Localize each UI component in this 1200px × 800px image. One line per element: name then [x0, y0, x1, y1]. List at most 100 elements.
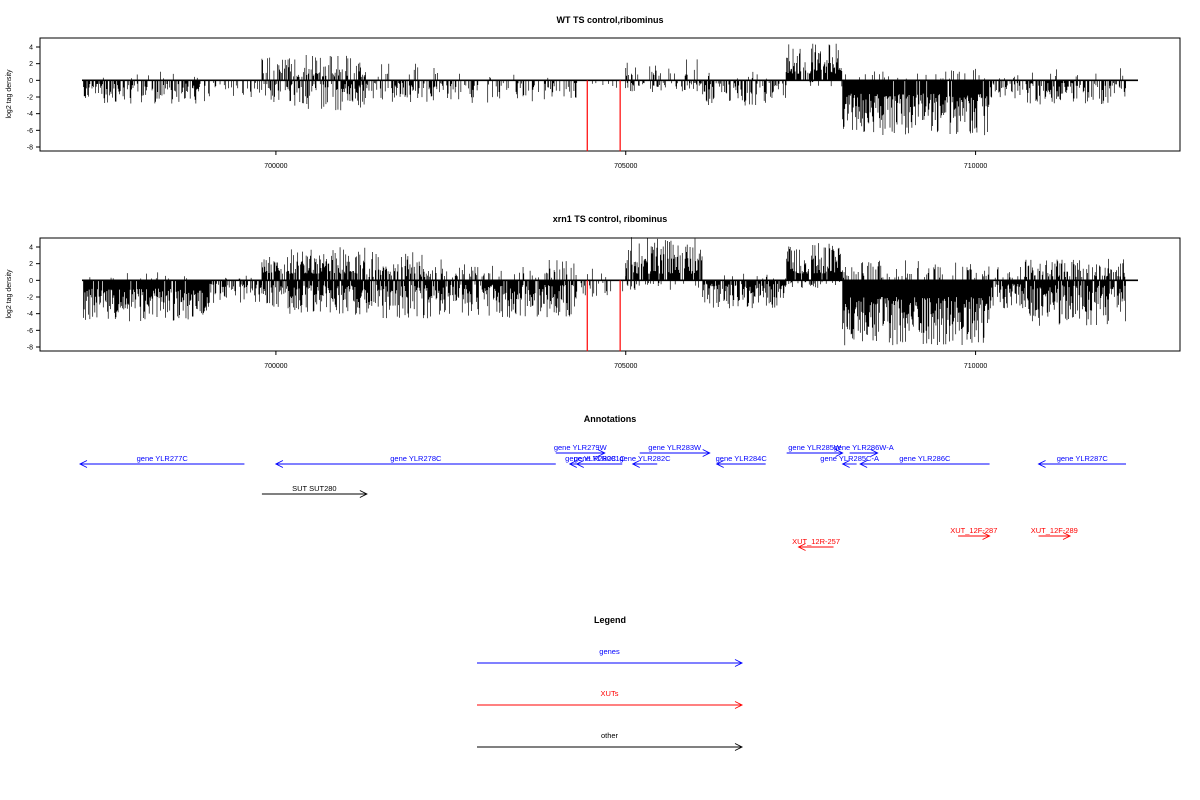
annotation-feature: gene YLR277C	[78, 454, 245, 468]
x-tick-label: 705000	[614, 363, 637, 370]
feature-label: gene YLR279W	[554, 443, 608, 452]
x-tick-label: 710000	[964, 163, 987, 170]
legend: Legend genes XUTs other	[477, 615, 744, 751]
legend-arrowhead	[734, 743, 744, 751]
feature-label: gene YLR287C	[1057, 454, 1109, 463]
x-tick-label: 710000	[964, 363, 987, 370]
xrn1-highlight-marks	[586, 280, 621, 352]
annotation-feature: XUT_12F-289	[1031, 526, 1078, 540]
x-tick-label: 700000	[264, 363, 287, 370]
feature-arrowhead	[78, 460, 88, 468]
density-bar	[83, 43, 1126, 136]
feature-label: gene YLR280C	[565, 454, 617, 463]
wt-density-panel: WT TS control,ribominus log2 tag density…	[6, 15, 1181, 170]
annotations-track: Annotations gene YLR277C gene YLR278Cgene…	[78, 414, 1127, 551]
feature-label: gene YLR285C-A	[820, 454, 879, 463]
legend-arrowhead	[734, 701, 744, 709]
wt-y-axis-label: log2 tag density	[6, 69, 13, 119]
xrn1-y-axis-label: log2 tag density	[6, 269, 13, 319]
legend-label: genes	[599, 647, 620, 656]
xrn1-x-axis: 700000 705000 710000	[264, 351, 987, 370]
legend-arrowhead	[734, 659, 744, 667]
wt-highlight-marks	[586, 80, 621, 152]
y-tick-label: -2	[27, 95, 33, 102]
feature-arrowhead	[274, 460, 284, 468]
feature-label: gene YLR286C	[899, 454, 951, 463]
legend-label: other	[601, 731, 619, 740]
annotation-feature: gene YLR287C	[1037, 454, 1127, 468]
feature-arrowhead	[859, 460, 868, 468]
feature-arrowhead	[568, 460, 577, 468]
feature-arrowhead	[841, 460, 850, 468]
feature-arrowhead	[702, 449, 711, 457]
feature-arrowhead	[835, 449, 844, 457]
y-tick-label: -6	[27, 328, 33, 335]
y-tick-label: 0	[29, 78, 33, 85]
feature-arrowhead	[870, 449, 879, 457]
feature-label: gene YLR286W-A	[834, 443, 894, 452]
xrn1-panel-title: xrn1 TS control, ribominus	[553, 214, 668, 224]
feature-label: gene YLR277C	[137, 454, 189, 463]
wt-panel-title: WT TS control,ribominus	[557, 15, 664, 25]
wt-y-axis: 4 2 0 -2 -4 -6 -8	[27, 45, 40, 152]
wt-x-axis: 700000 705000 710000	[264, 151, 987, 170]
y-tick-label: -4	[27, 111, 33, 118]
wt-density-bars	[83, 43, 1126, 136]
xrn1-density-panel: xrn1 TS control, ribominus log2 tag dens…	[6, 214, 1181, 370]
legend-entry: genes	[477, 647, 744, 667]
annotation-feature: gene YLR283W	[639, 443, 711, 457]
annotation-feature: gene YLR281C	[574, 454, 626, 468]
y-tick-label: -6	[27, 128, 33, 135]
y-tick-label: 4	[29, 45, 33, 52]
annotation-feature: gene YLR284C	[715, 454, 768, 468]
y-tick-label: 0	[29, 278, 33, 285]
feature-label: SUT SUT280	[292, 484, 336, 493]
y-tick-label: -4	[27, 311, 33, 318]
feature-arrowhead	[797, 543, 806, 551]
feature-label: gene YLR281C	[574, 454, 626, 463]
legend-entries: genes XUTs other	[477, 647, 744, 751]
wt-plot-frame	[39, 37, 1181, 152]
legend-title: Legend	[594, 615, 626, 625]
feature-arrowhead	[359, 490, 368, 498]
annotation-features: gene YLR277C gene YLR278C gene YLR279W gene…	[78, 443, 1127, 551]
feature-label: gene YLR285W	[788, 443, 842, 452]
feature-label: gene YLR284C	[716, 454, 768, 463]
annotation-feature: SUT SUT280	[261, 484, 368, 498]
feature-arrowhead	[597, 449, 606, 457]
feature-label: gene YLR282C	[619, 454, 671, 463]
feature-label: gene YLR278C	[390, 454, 442, 463]
annotation-feature: gene YLR282C	[619, 454, 671, 468]
annotation-feature: gene YLR279W	[554, 443, 608, 457]
feature-label: XUT_12F-289	[1031, 526, 1078, 535]
annotations-title: Annotations	[584, 414, 637, 424]
xrn1-density-bars	[83, 237, 1126, 346]
xrn1-plot-frame	[39, 237, 1181, 352]
annotation-feature: gene YLR285W	[786, 443, 844, 457]
feature-label: XUT_12F-287	[950, 526, 997, 535]
feature-arrowhead	[631, 460, 640, 468]
y-tick-label: -2	[27, 295, 33, 302]
x-tick-label: 705000	[614, 163, 637, 170]
annotation-feature: XUT_12R-257	[792, 537, 840, 551]
annotation-feature: gene YLR278C	[274, 454, 556, 468]
feature-label: XUT_12R-257	[792, 537, 840, 546]
feature-arrowhead	[715, 460, 724, 468]
feature-label: gene YLR283W	[648, 443, 702, 452]
annotation-feature: gene YLR286W-A	[834, 443, 894, 457]
x-tick-label: 700000	[264, 163, 287, 170]
feature-arrowhead	[1062, 532, 1072, 540]
y-tick-label: 4	[29, 245, 33, 252]
y-tick-label: -8	[27, 345, 33, 352]
annotation-feature: gene YLR286C	[859, 454, 990, 468]
feature-arrowhead	[982, 532, 991, 540]
legend-entry: other	[477, 731, 744, 751]
annotation-feature: gene YLR285C-A	[820, 454, 879, 468]
feature-arrowhead	[1037, 460, 1046, 468]
y-tick-label: -8	[27, 145, 33, 152]
y-tick-label: 2	[29, 61, 33, 68]
y-tick-label: 2	[29, 261, 33, 268]
legend-label: XUTs	[601, 689, 619, 698]
xrn1-y-axis: 4 2 0 -2 -4 -6 -8	[27, 245, 40, 352]
